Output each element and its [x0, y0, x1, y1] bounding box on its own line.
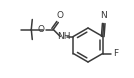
Text: NH: NH — [57, 32, 71, 41]
Text: F: F — [113, 49, 118, 58]
Text: N: N — [100, 11, 107, 21]
Text: O: O — [37, 25, 44, 34]
Text: O: O — [57, 11, 64, 21]
